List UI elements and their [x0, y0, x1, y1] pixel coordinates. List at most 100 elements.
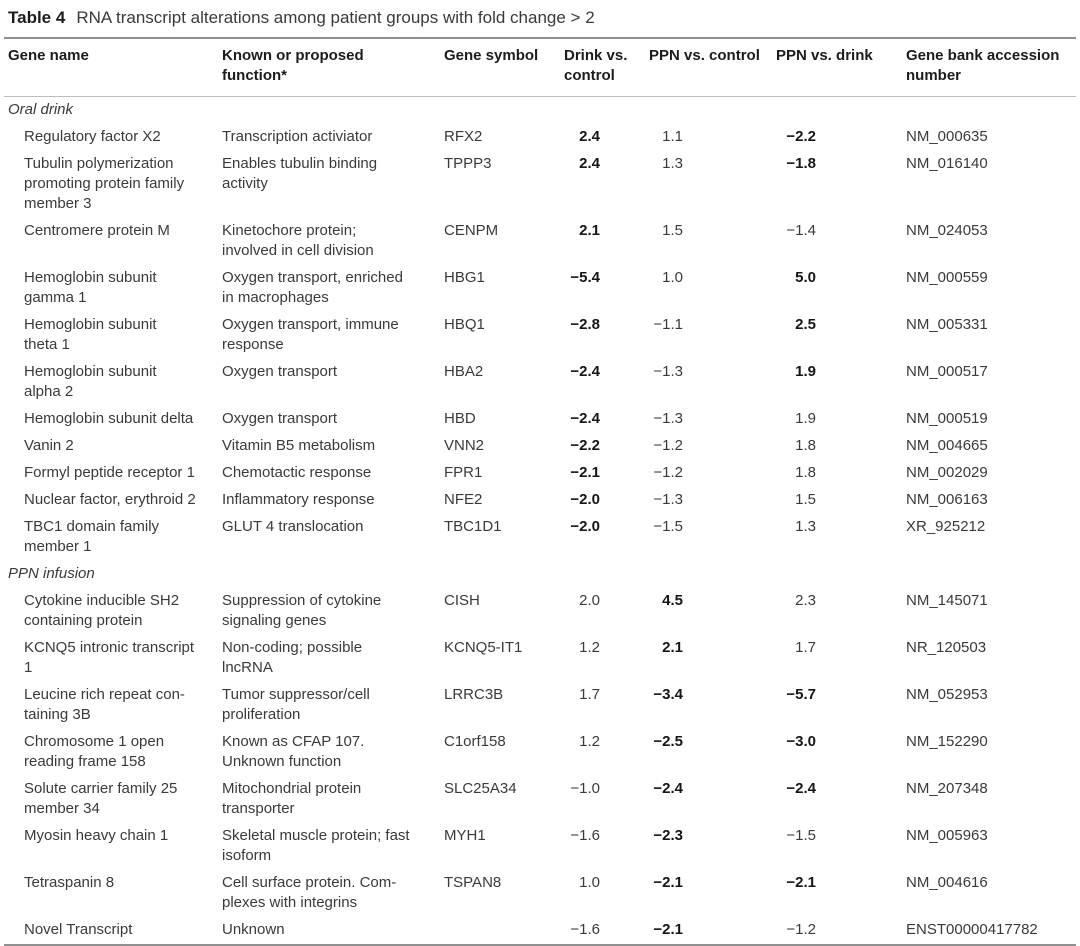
cell-function: Vitamin B5 metabolism: [222, 437, 376, 454]
cell-gene-symbol: [444, 917, 564, 945]
table-header: Gene name Known or proposed function* Ge…: [4, 38, 1076, 97]
table-row: KCNQ5 intronic transcript 1 Non-coding; …: [4, 635, 1076, 682]
cell-accession: NM_000517: [906, 363, 988, 380]
cell-ppn-vs-drink: 1.3: [795, 518, 816, 535]
cell-gene-name: Novel Transcript: [24, 921, 133, 938]
cell-ppn-vs-control: −2.1: [653, 874, 683, 891]
cell-gene-name: Hemoglobin subunit alpha 2: [24, 363, 157, 400]
cell-gene-symbol: C1orf158: [444, 733, 506, 750]
cell-gene-name: Myosin heavy chain 1: [24, 827, 169, 844]
cell-drink-vs-control: 1.7: [579, 686, 600, 703]
col-header-gene-symbol: Gene symbol: [444, 38, 564, 97]
cell-gene-symbol: HBD: [444, 410, 476, 427]
cell-drink-vs-control: −2.0: [570, 491, 600, 508]
cell-gene-name: Centromere protein M: [24, 222, 170, 239]
cell-drink-vs-control: −2.4: [570, 410, 600, 427]
cell-gene-name: Hemoglobin subunit delta: [24, 410, 194, 427]
cell-gene-symbol: SLC25A34: [444, 780, 517, 797]
cell-gene-name: Formyl peptide receptor 1: [24, 464, 195, 481]
cell-gene-name: Cytokine inducible SH2 containing protei…: [24, 592, 180, 629]
table-row: TBC1 domain family member 1 GLUT 4 trans…: [4, 514, 1076, 561]
cell-accession: NM_207348: [906, 780, 988, 797]
cell-accession: NM_145071: [906, 592, 988, 609]
section-label: PPN infusion: [8, 565, 95, 582]
cell-ppn-vs-control: −1.3: [653, 363, 683, 380]
cell-gene-name: Tetraspanin 8: [24, 874, 115, 891]
cell-ppn-vs-control: −2.5: [653, 733, 683, 750]
cell-function: Enables tubulin binding activity: [222, 155, 378, 192]
cell-accession: NM_016140: [906, 155, 988, 172]
cell-accession: NM_004616: [906, 874, 988, 891]
cell-gene-name: Hemoglobin subunit gamma 1: [24, 269, 157, 306]
cell-drink-vs-control: −2.0: [570, 518, 600, 535]
table-body: Oral drink Regulatory factor X2 Transcri…: [4, 97, 1076, 946]
cell-ppn-vs-control: −1.3: [653, 410, 683, 427]
cell-ppn-vs-drink: 1.9: [795, 410, 816, 427]
cell-drink-vs-control: 2.4: [579, 128, 600, 145]
cell-ppn-vs-drink: −1.8: [786, 155, 816, 172]
table-row: Regulatory factor X2 Transcription activ…: [4, 124, 1076, 151]
cell-gene-symbol: VNN2: [444, 437, 485, 454]
cell-accession: NM_004665: [906, 437, 988, 454]
cell-function: Known as CFAP 107. Unknown function: [222, 733, 365, 770]
cell-gene-symbol: RFX2: [444, 128, 483, 145]
cell-ppn-vs-drink: 1.8: [795, 437, 816, 454]
cell-gene-name: KCNQ5 intronic transcript 1: [24, 639, 195, 676]
cell-function: Suppression of cytokine signaling genes: [222, 592, 382, 629]
table-row: Novel Transcript Unknown −1.6 −2.1 −1.2 …: [4, 917, 1076, 945]
cell-function: Oxygen transport, immune response: [222, 316, 399, 353]
col-header-ppn-vs-drink: PPN vs. drink: [776, 38, 906, 97]
cell-gene-name: Hemoglobin subunit theta 1: [24, 316, 157, 353]
cell-ppn-vs-control: −1.1: [653, 316, 683, 333]
cell-ppn-vs-control: −1.5: [653, 518, 683, 535]
cell-ppn-vs-control: −2.1: [653, 921, 683, 938]
cell-ppn-vs-control: −1.2: [653, 437, 683, 454]
cell-accession: NM_000559: [906, 269, 988, 286]
cell-ppn-vs-drink: −1.5: [786, 827, 816, 844]
cell-function: Non-coding; possible lncRNA: [222, 639, 363, 676]
cell-ppn-vs-control: 4.5: [662, 592, 683, 609]
cell-accession: NM_152290: [906, 733, 988, 750]
cell-drink-vs-control: −1.6: [570, 827, 600, 844]
cell-ppn-vs-drink: 1.5: [795, 491, 816, 508]
cell-gene-name: Chromosome 1 open reading frame 158: [24, 733, 165, 770]
cell-accession: NM_005331: [906, 316, 988, 333]
cell-ppn-vs-control: 2.1: [662, 639, 683, 656]
cell-gene-symbol: HBA2: [444, 363, 484, 380]
cell-ppn-vs-drink: −1.2: [786, 921, 816, 938]
table-row: Solute carrier family 25 member 34 Mitoc…: [4, 776, 1076, 823]
cell-gene-name: Tubulin polymerization promoting protein…: [24, 155, 185, 212]
cell-drink-vs-control: −5.4: [570, 269, 600, 286]
cell-gene-symbol: TPPP3: [444, 155, 492, 172]
cell-ppn-vs-control: −2.4: [653, 780, 683, 797]
cell-ppn-vs-control: −2.3: [653, 827, 683, 844]
cell-accession: NM_052953: [906, 686, 988, 703]
cell-accession: NM_000635: [906, 128, 988, 145]
cell-gene-name: Leucine rich repeat con- taining 3B: [24, 686, 185, 723]
cell-function: Oxygen transport: [222, 363, 338, 380]
cell-gene-symbol: TBC1D1: [444, 518, 502, 535]
cell-ppn-vs-control: 1.0: [662, 269, 683, 286]
cell-ppn-vs-control: −1.3: [653, 491, 683, 508]
cell-function: Mitochondrial protein transporter: [222, 780, 362, 817]
cell-gene-symbol: KCNQ5-IT1: [444, 639, 523, 656]
table-row: Hemoglobin subunit theta 1 Oxygen transp…: [4, 312, 1076, 359]
cell-ppn-vs-control: 1.3: [662, 155, 683, 172]
table-title-text: RNA transcript alterations among patient…: [76, 8, 595, 27]
cell-gene-symbol: CISH: [444, 592, 480, 609]
cell-gene-symbol: CENPM: [444, 222, 499, 239]
table-row: Centromere protein M Kinetochore protein…: [4, 218, 1076, 265]
col-header-ppn-vs-control: PPN vs. control: [649, 38, 776, 97]
cell-drink-vs-control: −1.0: [570, 780, 600, 797]
table-row: Hemoglobin subunit alpha 2 Oxygen transp…: [4, 359, 1076, 406]
cell-drink-vs-control: 1.2: [579, 733, 600, 750]
cell-function: Tumor suppressor/cell proliferation: [222, 686, 370, 723]
cell-gene-name: Regulatory factor X2: [24, 128, 161, 145]
cell-drink-vs-control: −2.1: [570, 464, 600, 481]
cell-drink-vs-control: −1.6: [570, 921, 600, 938]
cell-accession: NM_024053: [906, 222, 988, 239]
cell-accession: NM_005963: [906, 827, 988, 844]
cell-gene-symbol: NFE2: [444, 491, 483, 508]
cell-accession: NM_006163: [906, 491, 988, 508]
section-header-row: Oral drink: [4, 97, 1076, 125]
